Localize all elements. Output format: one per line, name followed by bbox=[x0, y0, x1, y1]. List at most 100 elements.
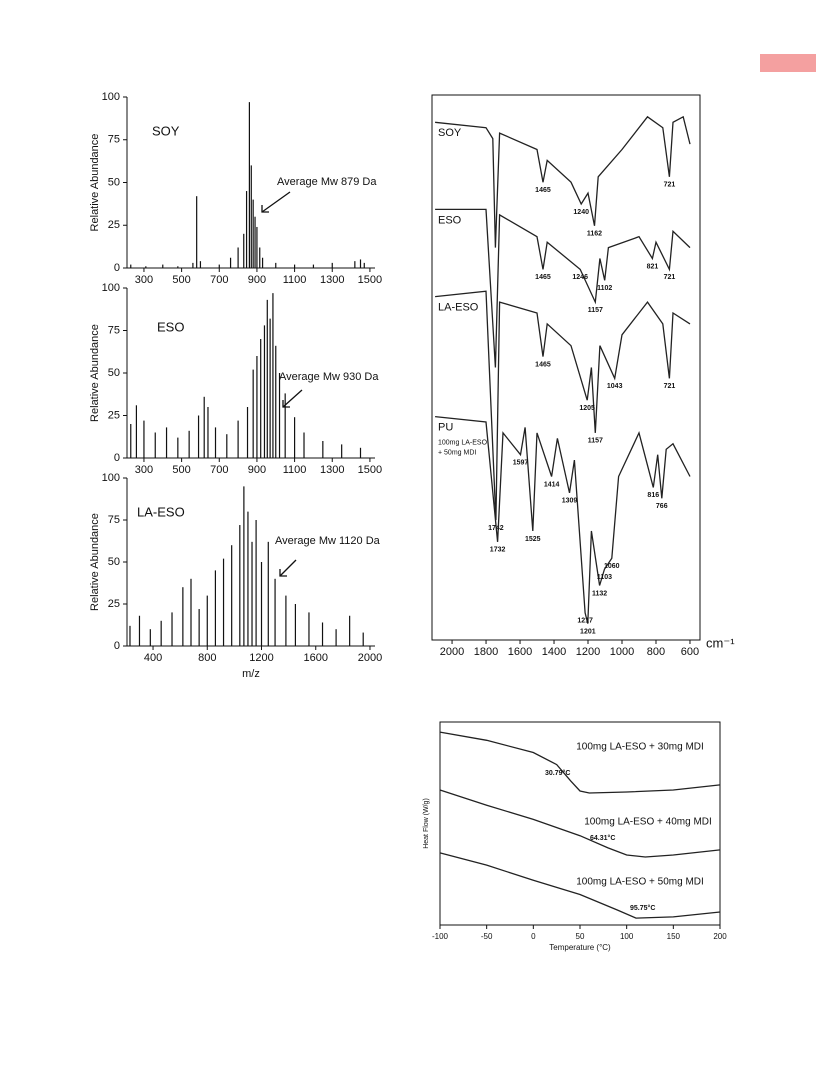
x-tick-label: 1600 bbox=[304, 652, 328, 664]
arrow-head bbox=[261, 205, 269, 213]
peak-label: 1414 bbox=[544, 481, 560, 488]
curve bbox=[435, 415, 691, 624]
y-axis-label: Relative Abundance bbox=[89, 324, 101, 422]
x-tick-label: 1100 bbox=[283, 274, 307, 286]
x-tick-label: 400 bbox=[144, 652, 162, 664]
peak-label: 1217 bbox=[577, 618, 593, 625]
peak-label: 1205 bbox=[579, 405, 595, 412]
annotation: 30.79°C bbox=[545, 769, 570, 777]
series-note: 100mg LA-ESO bbox=[438, 439, 488, 446]
x-tick-label: 1600 bbox=[508, 646, 532, 658]
peak-label: 1132 bbox=[592, 590, 607, 597]
y-axis-label: Relative Abundance bbox=[89, 513, 101, 611]
series-label: 100mg LA-ESO + 40mg MDI bbox=[584, 817, 712, 828]
x-tick-label: 500 bbox=[172, 274, 190, 286]
y-tick-label: 25 bbox=[108, 409, 120, 421]
peak-label: 1157 bbox=[588, 438, 603, 445]
peak-label: 766 bbox=[656, 503, 668, 510]
series-label: LA-ESO bbox=[438, 302, 479, 314]
y-tick-label: 50 bbox=[108, 176, 120, 188]
x-tick-label: 1000 bbox=[610, 646, 634, 658]
x-tick-label: 700 bbox=[210, 274, 228, 286]
arrow bbox=[282, 389, 303, 408]
x-axis-label: cm⁻¹ bbox=[706, 635, 735, 650]
annotation: 64.31°C bbox=[590, 834, 615, 842]
peak-label: 1240 bbox=[573, 209, 589, 216]
x-tick-label: 900 bbox=[248, 464, 266, 476]
y-tick-label: 25 bbox=[108, 598, 120, 610]
peak-label: 821 bbox=[647, 263, 659, 270]
peak-label: 1246 bbox=[572, 274, 588, 281]
y-tick-label: 0 bbox=[114, 452, 120, 464]
x-tick-label: 1100 bbox=[283, 464, 307, 476]
curve bbox=[439, 731, 721, 794]
y-axis-label: Heat Flow (W/g) bbox=[423, 798, 430, 849]
peak-label: 1309 bbox=[562, 498, 578, 505]
arrow-head bbox=[282, 400, 290, 408]
curve bbox=[435, 115, 691, 248]
peak-label: 1060 bbox=[604, 563, 620, 570]
peak-label: 1732 bbox=[490, 547, 506, 554]
peak-label: 1465 bbox=[535, 361, 551, 368]
x-tick-label: 1300 bbox=[320, 274, 344, 286]
y-tick-label: 100 bbox=[102, 282, 120, 294]
y-tick-label: 25 bbox=[108, 219, 120, 231]
series-label: 100mg LA-ESO + 50mg MDI bbox=[576, 877, 704, 888]
x-tick-label: 800 bbox=[647, 646, 665, 658]
y-tick-label: 50 bbox=[108, 367, 120, 379]
x-tick-label: 1200 bbox=[249, 652, 273, 664]
series-label: PU bbox=[438, 421, 453, 433]
x-tick-label: 1800 bbox=[474, 646, 498, 658]
arrow-head bbox=[279, 569, 287, 577]
peak-label: 1043 bbox=[607, 383, 623, 390]
x-tick-label: 300 bbox=[135, 274, 153, 286]
series-label: SOY bbox=[438, 127, 462, 139]
x-tick-label: 50 bbox=[576, 932, 585, 941]
annotation: 95.75°C bbox=[630, 904, 655, 912]
series-label: 100mg LA-ESO + 30mg MDI bbox=[576, 742, 704, 753]
y-tick-label: 75 bbox=[108, 514, 120, 526]
x-axis-label: m/z bbox=[242, 668, 260, 680]
series-note: + 50mg MDI bbox=[438, 449, 476, 456]
peak-label: 1465 bbox=[535, 274, 551, 281]
peak-label: 1102 bbox=[597, 285, 612, 292]
x-tick-label: 0 bbox=[531, 932, 536, 941]
y-tick-label: 75 bbox=[108, 134, 120, 146]
peak-label: 721 bbox=[664, 383, 676, 390]
y-axis-label: Relative Abundance bbox=[89, 134, 101, 232]
curve bbox=[439, 789, 721, 858]
x-tick-label: 1500 bbox=[358, 274, 382, 286]
page-tab bbox=[760, 54, 816, 72]
arrow bbox=[261, 191, 291, 213]
x-tick-label: 1200 bbox=[576, 646, 600, 658]
peak-label: 721 bbox=[664, 182, 676, 189]
x-tick-label: 300 bbox=[135, 464, 153, 476]
x-tick-label: 500 bbox=[172, 464, 190, 476]
y-tick-label: 50 bbox=[108, 556, 120, 568]
y-tick-label: 100 bbox=[102, 472, 120, 484]
spectrum-label: SOY bbox=[152, 123, 180, 138]
x-tick-label: 700 bbox=[210, 464, 228, 476]
x-tick-label: 200 bbox=[713, 932, 727, 941]
annotation: Average Mw 930 Da bbox=[279, 371, 379, 383]
peak-label: 1103 bbox=[597, 574, 612, 581]
peak-label: 1465 bbox=[535, 187, 551, 194]
x-tick-label: 1500 bbox=[358, 464, 382, 476]
x-tick-label: 2000 bbox=[440, 646, 464, 658]
arrow bbox=[279, 559, 297, 577]
arrows bbox=[261, 191, 303, 577]
curve bbox=[439, 852, 721, 919]
peak-label: 1597 bbox=[513, 460, 529, 467]
y-tick-label: 0 bbox=[114, 640, 120, 652]
y-tick-label: 100 bbox=[102, 91, 120, 103]
peak-label: 1157 bbox=[588, 307, 603, 314]
x-tick-label: 2000 bbox=[358, 652, 382, 664]
x-tick-label: 800 bbox=[198, 652, 216, 664]
peak-label: 816 bbox=[647, 492, 659, 499]
x-tick-label: -100 bbox=[432, 932, 449, 941]
curve bbox=[435, 208, 691, 368]
peak-label: 1525 bbox=[525, 536, 541, 543]
x-tick-label: 1400 bbox=[542, 646, 566, 658]
x-tick-label: 1300 bbox=[320, 464, 344, 476]
